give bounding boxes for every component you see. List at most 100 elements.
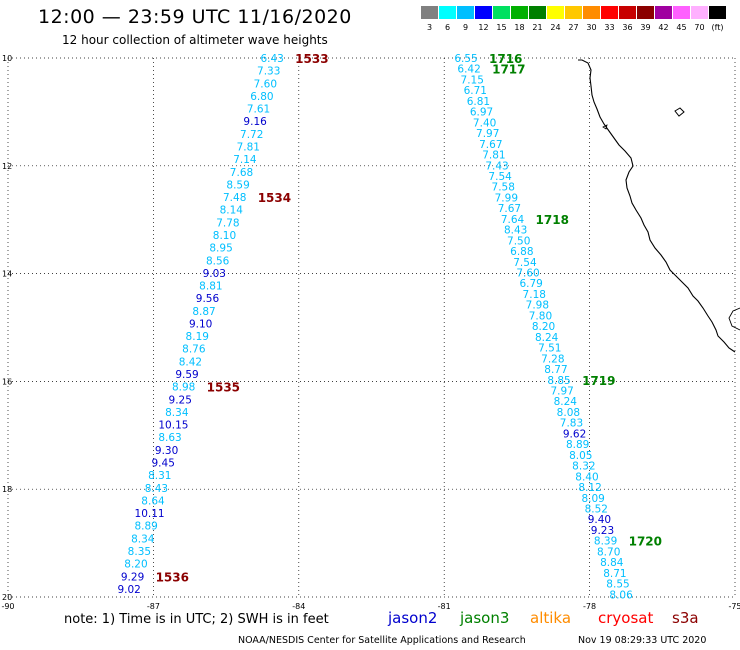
wave-height-value: 8.24 — [554, 396, 578, 408]
wave-height-value: 6.79 — [519, 278, 542, 290]
legend-label: 21 — [532, 23, 543, 32]
legend-label: 27 — [568, 23, 579, 32]
wave-height-value: 8.43 — [145, 483, 168, 495]
wave-height-value: 8.19 — [186, 331, 209, 343]
legend-label: 3 — [426, 23, 433, 32]
legend-swatch — [439, 6, 456, 19]
wave-height-value: 8.77 — [544, 364, 567, 376]
wave-height-value: 8.32 — [572, 461, 595, 473]
legend-swatch — [583, 6, 600, 19]
wave-height-value: 8.76 — [182, 344, 206, 356]
legend-swatch — [565, 6, 582, 19]
wave-height-value: 7.97 — [550, 386, 573, 398]
satellite-tracks: 6.437.337.606.807.619.167.727.817.147.68… — [117, 52, 662, 601]
satellite-label-jason3: jason3 — [460, 609, 510, 627]
legend-swatch — [691, 6, 708, 19]
legend-label: 9 — [462, 23, 469, 32]
wave-height-value: 8.06 — [609, 589, 633, 601]
wave-height-value: 7.43 — [485, 160, 508, 172]
wave-height-value: 9.56 — [196, 293, 220, 305]
lon-tick-label: -90 — [1, 602, 14, 611]
lat-tick-label: 12 — [2, 162, 12, 171]
legend-swatch — [421, 6, 438, 19]
wave-height-value: 8.09 — [581, 493, 604, 505]
legend-swatch — [673, 6, 690, 19]
wave-height-value: 8.98 — [172, 382, 195, 394]
wave-height-value: 9.30 — [155, 445, 178, 457]
wave-height-value: 8.35 — [128, 546, 151, 558]
pass-time-label: 1716 — [489, 52, 522, 66]
footnote: note: 1) Time is in UTC; 2) SWH is in fe… — [64, 612, 329, 627]
wave-height-value: 7.68 — [230, 167, 253, 179]
wave-height-value: 7.67 — [479, 139, 502, 151]
wave-height-value: 8.95 — [209, 243, 232, 255]
wave-height-value: 9.03 — [203, 268, 226, 280]
lat-tick-label: 20 — [2, 593, 12, 602]
wave-height-value: 9.16 — [243, 116, 267, 128]
legend-label: 6 — [444, 23, 451, 32]
legend-swatch — [637, 6, 654, 19]
wave-height-value: 8.05 — [569, 450, 592, 462]
coastline — [578, 59, 740, 353]
legend-label: 15 — [496, 23, 507, 32]
wave-height-value: 7.48 — [223, 192, 246, 204]
pass-time-label: 1718 — [536, 213, 569, 227]
wave-height-value: 8.81 — [199, 281, 222, 293]
wave-height-value: 7.98 — [526, 300, 549, 312]
legend-label: 30 — [586, 23, 597, 32]
wave-height-value: 7.33 — [257, 66, 280, 78]
legend-swatch — [601, 6, 618, 19]
map-title: 12:00 — 23:59 UTC 11/16/2020 — [38, 6, 352, 28]
wave-height-value: 9.23 — [591, 525, 614, 537]
legend-swatch — [655, 6, 672, 19]
lon-tick-label: -81 — [438, 602, 451, 611]
legend-swatch — [457, 6, 474, 19]
legend-label: 36 — [622, 23, 633, 32]
wave-height-value: 10.11 — [135, 508, 165, 520]
wave-height-value: 8.89 — [134, 521, 157, 533]
wave-height-value: 7.50 — [507, 235, 530, 247]
wave-height-value: 8.34 — [131, 533, 155, 545]
wave-height-value: 9.10 — [189, 318, 212, 330]
wave-height-value: 6.71 — [464, 85, 487, 97]
wave-height-value: 7.14 — [233, 154, 257, 166]
wave-height-value: 6.42 — [457, 64, 480, 76]
wave-height-value: 7.28 — [541, 353, 564, 365]
legend-swatch — [475, 6, 492, 19]
wave-height-value: 9.62 — [563, 428, 586, 440]
wave-height-value: 8.84 — [600, 557, 624, 569]
legend-label: 70 — [694, 23, 705, 32]
wave-height-value: 9.59 — [175, 369, 198, 381]
wave-height-value: 7.80 — [529, 310, 552, 322]
wave-height-value: 9.25 — [169, 394, 192, 406]
lon-tick-label: -78 — [583, 602, 596, 611]
wave-height-value: 8.40 — [575, 471, 598, 483]
lon-tick-label: -75 — [728, 602, 740, 611]
wave-height-value: 7.51 — [538, 343, 561, 355]
lat-tick-label: 10 — [2, 54, 12, 63]
legend-label: 12 — [478, 23, 489, 32]
wave-height-value: 8.89 — [566, 439, 589, 451]
wave-height-value: 8.59 — [226, 179, 249, 191]
wave-height-value: 9.29 — [121, 571, 144, 583]
wave-height-value: 6.43 — [260, 53, 283, 65]
wave-height-value: 7.81 — [482, 150, 505, 162]
wave-height-value: 9.02 — [117, 584, 140, 596]
wave-height-value: 8.20 — [532, 321, 555, 333]
lat-lon-grid: 10 12 14 16 18 20-90 -87 -84 -81 -78 -75 — [1, 54, 740, 611]
wave-height-value: 8.39 — [594, 536, 617, 548]
satellite-label-s3a: s3a — [672, 609, 699, 627]
wave-height-value: 8.08 — [557, 407, 580, 419]
wave-height-value: 8.64 — [141, 495, 165, 507]
pass-time-label: 1534 — [258, 191, 291, 205]
legend-swatch — [511, 6, 528, 19]
wave-height-value: 7.18 — [523, 289, 546, 301]
wave-height-value: 7.81 — [237, 141, 260, 153]
wave-height-value: 8.24 — [535, 332, 559, 344]
pass-time-label: 1719 — [582, 374, 615, 388]
wave-height-value: 8.85 — [547, 375, 570, 387]
lon-tick-label: -84 — [292, 602, 305, 611]
wave-height-value: 7.61 — [247, 104, 270, 116]
lat-tick-label: 16 — [2, 377, 12, 386]
satellite-label-cryosat: cryosat — [598, 609, 654, 627]
